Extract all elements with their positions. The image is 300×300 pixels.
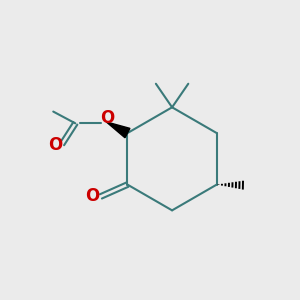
Polygon shape (106, 122, 130, 138)
Text: O: O (49, 136, 63, 154)
Text: O: O (100, 109, 115, 127)
Text: O: O (85, 187, 100, 205)
